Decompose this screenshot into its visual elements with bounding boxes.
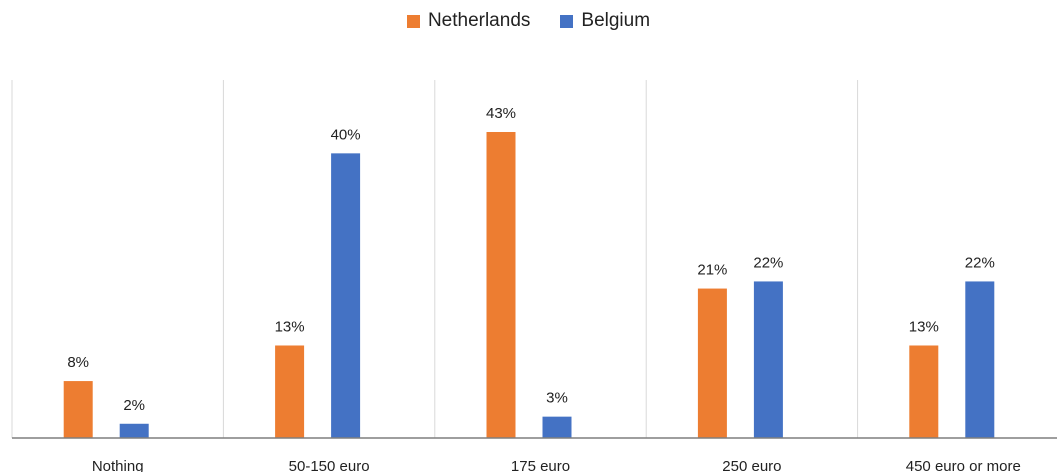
legend-label-belgium: Belgium	[581, 10, 651, 31]
bar-belgium-2	[542, 416, 572, 438]
data-label-belgium-1: 40%	[331, 126, 361, 143]
legend-swatch-belgium	[560, 14, 574, 28]
data-label-netherlands-4: 13%	[909, 318, 939, 335]
legend-item-netherlands: Netherlands	[406, 10, 531, 32]
chart-legend: Netherlands Belgium	[0, 8, 1057, 34]
bar-belgium-1	[331, 153, 361, 439]
x-tick-label: 175 euro	[511, 458, 570, 472]
data-label-netherlands-2: 43%	[486, 105, 516, 122]
legend-label-netherlands: Netherlands	[427, 10, 531, 31]
data-label-netherlands-3: 21%	[697, 262, 727, 279]
data-label-belgium-2: 3%	[546, 390, 568, 407]
bar-netherlands-0	[63, 381, 93, 438]
x-tick-label: 50-150 euro	[289, 458, 370, 472]
data-label-netherlands-0: 8%	[67, 354, 89, 371]
data-label-belgium-4: 22%	[965, 254, 995, 271]
bar-netherlands-3	[697, 288, 727, 438]
bar-belgium-3	[753, 281, 783, 438]
data-label-belgium-3: 22%	[753, 254, 783, 271]
bar-belgium-4	[965, 281, 995, 438]
x-tick-label: Nothing	[92, 458, 144, 472]
bar-netherlands-4	[909, 345, 939, 438]
legend-swatch-netherlands	[406, 14, 420, 28]
x-tick-label: 250 euro	[722, 458, 781, 472]
x-tick-label: 450 euro or more	[906, 458, 1021, 472]
data-label-belgium-0: 2%	[123, 397, 145, 414]
legend-item-belgium: Belgium	[560, 10, 650, 32]
data-label-netherlands-1: 13%	[275, 318, 305, 335]
bar-netherlands-2	[486, 132, 516, 438]
bar-belgium-0	[119, 423, 149, 438]
bar-netherlands-1	[275, 345, 305, 438]
